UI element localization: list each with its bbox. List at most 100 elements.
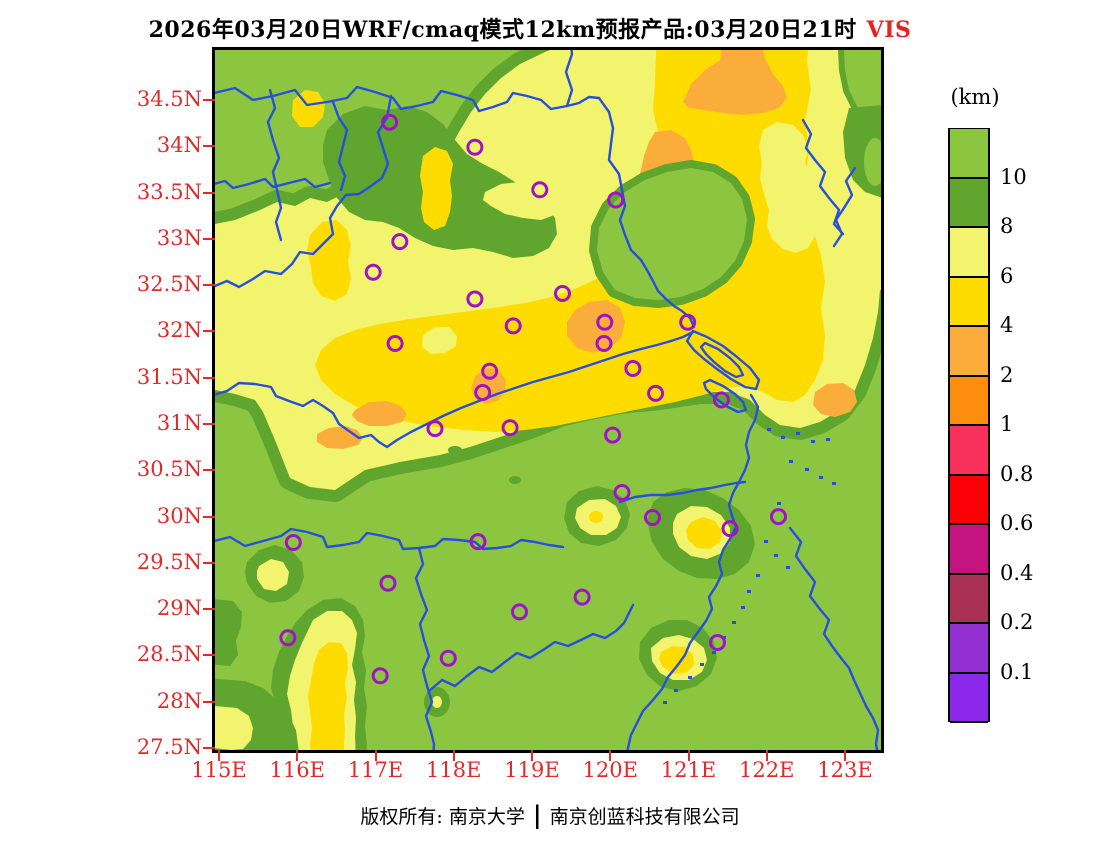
- legend-tick-label: 0.8: [1000, 461, 1034, 486]
- y-axis-label: 30.5N: [136, 457, 202, 482]
- boundary-line: [215, 94, 393, 289]
- y-axis-label: 29.5N: [136, 549, 202, 574]
- gt10-in-wedge: [864, 138, 881, 186]
- x-axis-label: 118E: [426, 758, 482, 782]
- fill-2-4-ne1: [683, 50, 787, 115]
- boundary-line: [788, 526, 880, 750]
- station-marker: [426, 420, 444, 438]
- island-speck: [764, 540, 768, 543]
- y-axis-label: 34.5N: [136, 87, 202, 111]
- x-axis-tick: [687, 750, 690, 761]
- station-marker: [469, 533, 487, 551]
- station-marker: [504, 317, 522, 335]
- copyright-right: 南京创蓝科技有限公司: [549, 806, 740, 828]
- boundary-line: [414, 546, 436, 750]
- visibility-contour-map: [215, 50, 881, 750]
- copyright-left: 版权所有: 南京大学: [360, 806, 525, 828]
- y-axis-label: 29N: [156, 596, 202, 621]
- island-speck: [688, 676, 692, 679]
- station-marker: [624, 360, 642, 377]
- station-marker: [279, 629, 297, 647]
- y-axis-tick: [203, 99, 215, 101]
- island-gt10-central-jiangsu: [597, 168, 747, 300]
- station-marker: [386, 335, 404, 352]
- boundary-line: [832, 166, 857, 248]
- legend-cell: [950, 673, 988, 723]
- station-marker: [371, 667, 389, 685]
- y-axis-label: 34N: [156, 133, 202, 158]
- x-axis-tick: [218, 750, 220, 761]
- island-speck: [786, 566, 790, 569]
- y-axis-tick: [203, 376, 215, 379]
- x-axis-label: 116E: [269, 758, 325, 782]
- boundary-line: [699, 341, 745, 379]
- strip-8-10-west-edge: [215, 599, 242, 666]
- page-title: 2026年03月20日WRF/cmaq模式12km预报产品:03月20日21时 V…: [0, 12, 1060, 44]
- fill-4-6-coast-north: [686, 517, 722, 549]
- station-marker: [391, 233, 409, 251]
- station-marker: [284, 534, 302, 551]
- legend-cell: [950, 624, 988, 674]
- x-axis-label: 117E: [347, 758, 404, 782]
- x-axis-tick: [765, 750, 768, 761]
- station-marker: [595, 335, 613, 352]
- station-marker: [466, 138, 484, 156]
- station-marker: [531, 181, 549, 199]
- legend-cell: [950, 574, 988, 624]
- x-axis-label: 120E: [582, 758, 638, 782]
- boundary-line: [702, 378, 748, 414]
- x-axis-label: 119E: [504, 758, 560, 782]
- station-marker: [596, 313, 614, 331]
- y-axis-tick: [203, 561, 215, 564]
- boundary-line: [215, 527, 565, 551]
- x-axis-label: 115E: [191, 758, 247, 782]
- y-axis-tick: [203, 237, 215, 240]
- y-axis-tick: [203, 654, 215, 657]
- fill-4-6-plume: [308, 642, 348, 750]
- y-axis-label: 33N: [156, 225, 202, 250]
- station-marker: [554, 285, 571, 302]
- station-marker: [466, 290, 484, 308]
- y-axis-tick: [203, 422, 215, 425]
- station-marker: [721, 520, 739, 538]
- station-marker: [573, 588, 591, 606]
- fill-4-6-west2: [420, 147, 453, 230]
- boundary-line: [626, 393, 760, 750]
- legend-cell: [950, 277, 988, 327]
- fill-4-6-dot-south2: [589, 511, 603, 523]
- y-axis-tick: [203, 746, 215, 749]
- fill-6-8-sw-corner: [215, 705, 253, 750]
- island-speck: [732, 621, 736, 624]
- island-speck: [767, 428, 771, 431]
- x-axis-tick: [609, 750, 612, 761]
- boundary-line: [331, 100, 349, 192]
- map-frame: [212, 47, 884, 753]
- x-axis-tick: [296, 750, 299, 761]
- island-speck: [811, 440, 815, 443]
- corner-gt10-ne: [844, 50, 881, 118]
- legend-tick-label: 4: [1000, 313, 1014, 337]
- legend-cell: [950, 525, 988, 575]
- legend-cell: [950, 228, 988, 278]
- legend-cell: [950, 426, 988, 476]
- y-axis-tick: [203, 700, 215, 703]
- station-marker: [481, 362, 499, 380]
- x-axis-tick: [452, 750, 455, 761]
- boundary-line: [597, 96, 696, 329]
- fill-6-8-south1: [257, 559, 289, 591]
- boundary-line: [266, 88, 283, 242]
- fill-4-6-west1: [307, 220, 351, 301]
- y-axis-tick: [203, 191, 215, 194]
- station-marker: [613, 484, 631, 501]
- fill-6-8-small: [422, 327, 457, 354]
- y-axis-label: 28N: [156, 688, 202, 713]
- station-marker: [604, 426, 622, 444]
- island-speck: [674, 689, 678, 692]
- y-axis-label: 32.5N: [136, 272, 202, 297]
- boundary-line: [564, 50, 574, 108]
- fill-6-8-strip-east: [759, 122, 815, 253]
- legend-tick-label: 6: [1000, 263, 1014, 288]
- copyright-footer: 版权所有: 南京大学 | 南京创蓝科技有限公司: [0, 800, 1100, 829]
- island-speck: [741, 606, 745, 609]
